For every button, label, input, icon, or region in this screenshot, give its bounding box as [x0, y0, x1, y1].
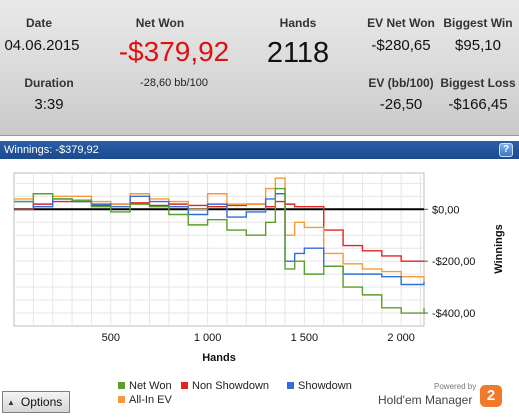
triangle-up-icon: ▲	[7, 398, 15, 407]
winnings-title: Winnings: -$379,92	[4, 144, 99, 156]
biggest-win-stat: Biggest Win	[440, 16, 516, 30]
biggest-win-label: Biggest Win	[443, 16, 513, 30]
winnings-chart-svg: 500 1 000 1 500 2 000 $0,00 -$200,00 -$400,00…	[13, 172, 505, 364]
biggest-loss-stat: Biggest Loss	[438, 76, 518, 90]
biggest-win-value-wrap: $95,10	[440, 37, 516, 54]
ev-bb-label: EV (bb/100)	[368, 76, 434, 90]
chart-series	[14, 177, 425, 314]
biggest-win-value: $95,10	[455, 37, 501, 54]
x-tick-label: 2 000	[387, 332, 415, 344]
net-won-value: -$379,92	[118, 36, 230, 67]
legend-label-showdown: Showdown	[298, 380, 352, 392]
ev-net-won-stat: EV Net Won	[364, 16, 438, 30]
net-won-stat: Net Won	[110, 16, 210, 30]
duration-stat: Duration	[14, 76, 84, 90]
x-axis-ticks: 500 1 000 1 500 2 000	[102, 332, 415, 344]
legend-label-non-showdown: Non Showdown	[192, 380, 270, 392]
series-line-non-showdown	[14, 200, 424, 262]
net-won-label: Net Won	[135, 16, 185, 30]
biggest-loss-label: Biggest Loss	[440, 76, 516, 90]
winnings-chart: 500 1 000 1 500 2 000 $0,00 -$200,00 -$400,00…	[0, 159, 519, 417]
hands-value-wrap: 2118	[250, 37, 346, 70]
biggest-loss-value: -$166,45	[448, 96, 508, 113]
y-tick-label: -$400,00	[432, 308, 475, 320]
date-value-wrap: 04.06.2015	[4, 37, 80, 54]
ev-net-won-value-wrap: -$280,65	[364, 37, 438, 54]
ev-bb-value-wrap: -26,50	[364, 96, 438, 113]
net-won-value-wrap: -$379,92	[104, 36, 244, 68]
legend-item-net-won[interactable]: Net Won	[118, 380, 172, 392]
date-stat: Date	[10, 16, 68, 30]
date-value: 04.06.2015	[4, 37, 80, 54]
y-tick-label: -$200,00	[432, 256, 475, 268]
ev-bb-value: -26,50	[379, 96, 423, 113]
x-tick-label: 1 000	[194, 332, 222, 344]
series-line-all-in-ev	[14, 177, 425, 282]
hands-label: Hands	[279, 16, 317, 30]
hands-value: 2118	[266, 37, 330, 69]
y-axis-ticks: $0,00 -$200,00 -$400,00	[424, 204, 475, 320]
help-icon[interactable]: ?	[499, 143, 513, 157]
chart-grid	[14, 173, 424, 326]
options-button[interactable]: ▲ Options	[2, 391, 70, 413]
x-tick-label: 500	[102, 332, 120, 344]
y-tick-label: $0,00	[432, 204, 460, 216]
legend-item-non-showdown[interactable]: Non Showdown	[181, 380, 269, 392]
options-label: Options	[20, 395, 63, 409]
net-won-bb100: -28,60 bb/100	[140, 77, 208, 89]
winnings-header-bar: Winnings: -$379,92 ?	[0, 141, 519, 159]
brand-name: Hold'em Manager	[378, 393, 473, 407]
x-tick-label: 1 500	[291, 332, 319, 344]
legend-item-all-in-ev[interactable]: All-In EV	[118, 394, 172, 406]
duration-value-wrap: 3:39	[20, 96, 78, 113]
hands-stat: Hands	[268, 16, 328, 30]
legend-label-net-won: Net Won	[129, 380, 172, 392]
legend-swatch-net-won	[118, 382, 125, 389]
legend-swatch-non-showdown	[181, 382, 188, 389]
ev-bb-stat: EV (bb/100)	[364, 76, 438, 90]
branding: Powered by Hold'em Manager 2	[378, 381, 518, 415]
y-axis-label: Winnings	[493, 224, 505, 273]
series-line-net-won	[14, 187, 425, 314]
date-label: Date	[25, 16, 52, 30]
legend-swatch-all-in-ev	[118, 396, 125, 403]
legend-item-showdown[interactable]: Showdown	[287, 380, 352, 392]
ev-net-won-value: -$280,65	[371, 37, 431, 54]
legend-swatch-showdown	[287, 382, 294, 389]
session-stats-panel: Date 04.06.2015 Duration 3:39 Net Won -$…	[0, 0, 519, 136]
net-won-sub-wrap: -28,60 bb/100	[116, 77, 232, 89]
x-axis-label: Hands	[202, 352, 236, 364]
duration-value: 3:39	[34, 96, 64, 113]
hm2-logo-icon: 2	[480, 385, 502, 407]
ev-net-won-label: EV Net Won	[367, 16, 435, 30]
powered-by-text: Powered by	[434, 382, 477, 391]
duration-label: Duration	[24, 76, 74, 90]
legend-label-all-in-ev: All-In EV	[129, 394, 172, 406]
biggest-loss-value-wrap: -$166,45	[438, 96, 518, 113]
